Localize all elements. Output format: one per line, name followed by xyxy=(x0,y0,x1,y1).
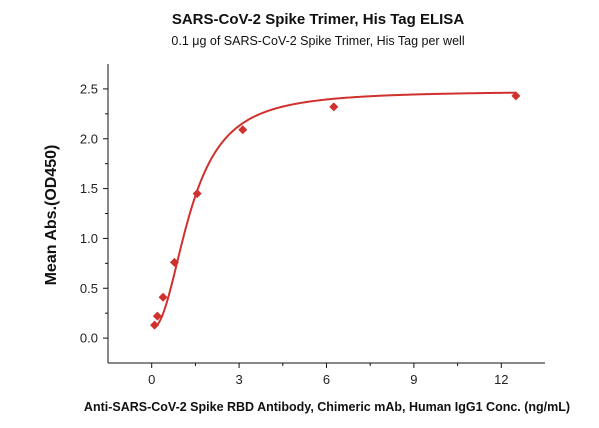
y-tick-label: 1.0 xyxy=(80,231,98,246)
y-tick-label: 1.5 xyxy=(80,181,98,196)
data-point xyxy=(158,292,168,302)
x-tick-label: 6 xyxy=(323,372,330,387)
y-axis-ticks: 0.0 0.5 1.0 1.5 2.0 2.5 xyxy=(80,81,108,346)
data-point xyxy=(511,91,521,101)
y-tick-label: 2.0 xyxy=(80,131,98,146)
data-point xyxy=(238,125,248,135)
fit-curve xyxy=(153,91,516,329)
y-tick-label: 0.0 xyxy=(80,331,98,346)
y-tick-label: 2.5 xyxy=(80,81,98,96)
x-tick-label: 12 xyxy=(494,372,508,387)
data-point xyxy=(152,311,162,321)
data-point xyxy=(329,102,339,112)
y-axis-label: Mean Abs.(OD450) xyxy=(43,145,60,286)
x-tick-label: 0 xyxy=(148,372,155,387)
y-tick-label: 0.5 xyxy=(80,281,98,296)
chart-title: SARS-CoV-2 Spike Trimer, His Tag ELISA xyxy=(172,11,464,28)
x-tick-label: 9 xyxy=(410,372,417,387)
x-tick-label: 3 xyxy=(235,372,242,387)
data-point xyxy=(150,320,160,330)
chart-subtitle: 0.1 μg of SARS-CoV-2 Spike Trimer, His T… xyxy=(171,34,464,48)
data-point xyxy=(192,189,202,199)
x-axis-label: Anti-SARS-CoV-2 Spike RBD Antibody, Chim… xyxy=(84,400,570,414)
x-axis-ticks: 0 3 6 9 12 xyxy=(148,363,509,387)
data-point xyxy=(169,257,179,267)
data-points xyxy=(150,91,521,330)
